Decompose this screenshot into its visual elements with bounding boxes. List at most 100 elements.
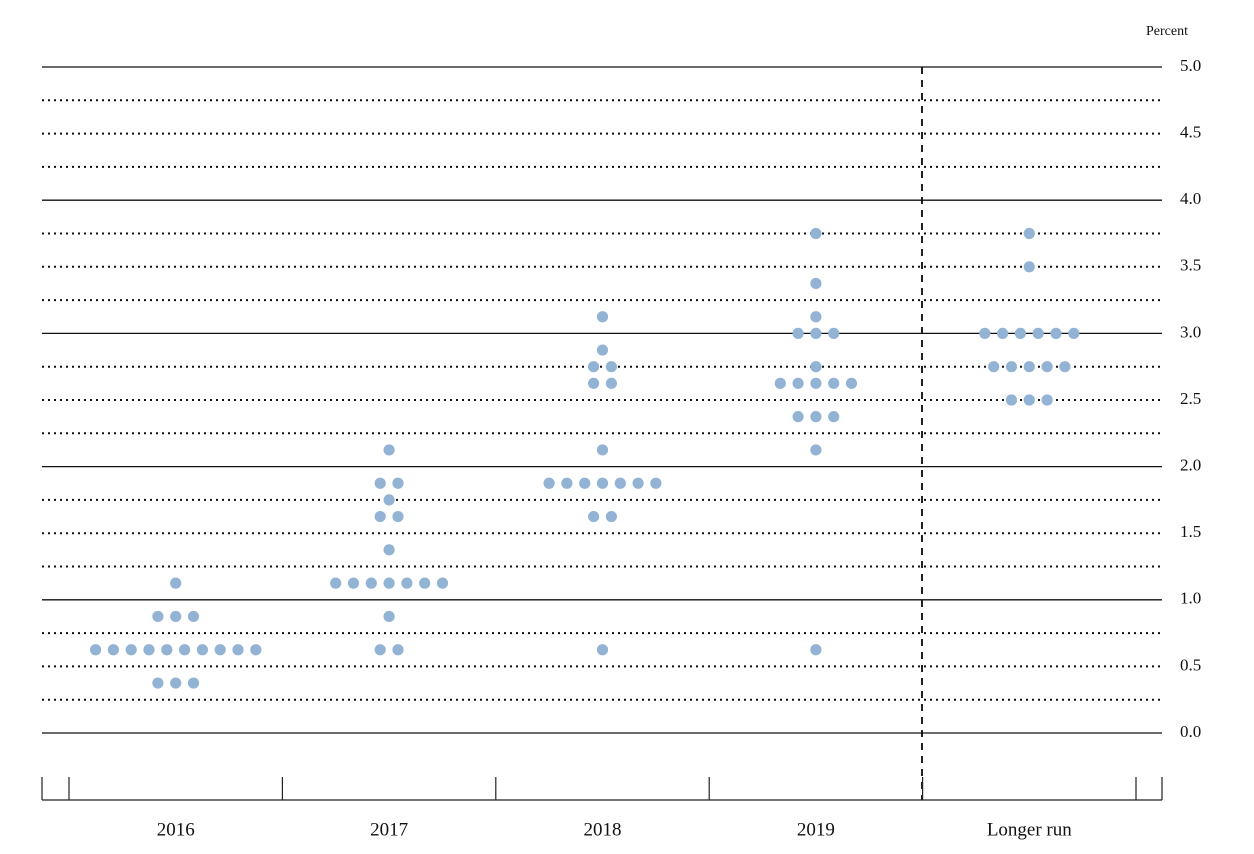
dot xyxy=(161,644,173,656)
dot xyxy=(365,577,377,589)
dot xyxy=(392,644,404,656)
dot xyxy=(792,411,804,423)
x-tick-label: 2016 xyxy=(157,819,195,840)
y-tick-label: 2.0 xyxy=(1180,456,1201,475)
dot xyxy=(828,411,840,423)
y-tick-label: 0.0 xyxy=(1180,722,1201,741)
dot xyxy=(125,644,137,656)
dot xyxy=(810,644,822,656)
dot xyxy=(810,444,822,456)
x-tick-label: Longer run xyxy=(987,819,1072,840)
dot xyxy=(543,477,555,489)
dot xyxy=(588,361,600,373)
dot xyxy=(596,477,609,489)
dot xyxy=(561,477,573,489)
y-axis-label: Percent xyxy=(1146,24,1188,39)
dot xyxy=(810,311,822,323)
dot xyxy=(383,544,395,556)
y-tick-label: 3.0 xyxy=(1180,322,1201,341)
dot xyxy=(1059,361,1071,373)
dot xyxy=(650,477,662,489)
dot xyxy=(250,644,262,656)
y-tick-label: 2.5 xyxy=(1180,389,1201,408)
dot xyxy=(1023,261,1035,273)
dot xyxy=(605,361,618,373)
dot xyxy=(845,377,858,389)
dot xyxy=(588,377,600,389)
dot xyxy=(383,577,395,589)
dot xyxy=(1041,394,1053,406)
y-tick-label: 3.5 xyxy=(1180,256,1201,275)
dot xyxy=(596,311,609,323)
dot xyxy=(401,577,413,589)
dot xyxy=(997,327,1009,339)
dot xyxy=(232,644,244,656)
dot xyxy=(383,494,395,506)
dot xyxy=(347,577,360,589)
dot xyxy=(196,644,208,656)
dot xyxy=(179,644,191,656)
dot xyxy=(792,377,804,389)
dot xyxy=(828,377,840,389)
dot xyxy=(810,277,822,290)
y-tick-label: 4.5 xyxy=(1180,123,1201,142)
dot xyxy=(1023,227,1035,240)
dot xyxy=(596,344,609,356)
dot xyxy=(187,610,200,623)
dot xyxy=(152,677,164,689)
dot xyxy=(1068,327,1080,339)
dot xyxy=(1005,361,1018,373)
dot xyxy=(605,510,618,523)
dot xyxy=(828,327,840,339)
dot xyxy=(810,227,822,240)
dot xyxy=(419,577,431,589)
dot xyxy=(374,644,386,656)
dot xyxy=(374,510,386,523)
dot xyxy=(596,444,609,456)
y-tick-label: 1.5 xyxy=(1180,522,1201,541)
dot xyxy=(1050,327,1062,339)
dot xyxy=(810,377,822,389)
dot xyxy=(187,677,200,689)
dot xyxy=(152,610,164,623)
dot xyxy=(596,644,609,656)
dot xyxy=(214,644,226,656)
dot xyxy=(392,477,404,489)
dot xyxy=(392,510,404,523)
dot xyxy=(614,477,626,489)
dot xyxy=(632,477,644,489)
dot xyxy=(579,477,591,489)
dot xyxy=(1005,394,1018,406)
dot xyxy=(988,361,1000,373)
x-tick-label: 2018 xyxy=(584,819,622,840)
dot xyxy=(383,610,395,623)
y-tick-label: 4.0 xyxy=(1180,189,1201,208)
dot xyxy=(330,577,342,589)
dot xyxy=(1041,361,1053,373)
dot xyxy=(1023,361,1035,373)
dot xyxy=(143,644,155,656)
dot xyxy=(1023,394,1035,406)
x-tick-label: 2019 xyxy=(797,819,835,840)
y-tick-label: 0.5 xyxy=(1180,655,1201,674)
dot xyxy=(810,327,822,339)
dot xyxy=(979,327,991,339)
dot xyxy=(374,477,386,489)
dot xyxy=(810,361,822,373)
dot xyxy=(605,377,618,389)
dot xyxy=(792,327,804,339)
dot xyxy=(774,377,786,389)
dot xyxy=(810,411,822,423)
x-tick-label: 2017 xyxy=(370,819,408,840)
dot xyxy=(1032,327,1044,339)
dot xyxy=(383,444,395,456)
x-axis xyxy=(41,777,1163,801)
dot xyxy=(436,577,449,589)
y-tick-label: 1.0 xyxy=(1180,589,1201,608)
dot xyxy=(588,510,600,523)
dot xyxy=(1014,327,1026,339)
dot xyxy=(170,577,182,589)
y-tick-label: 5.0 xyxy=(1180,56,1201,75)
dot xyxy=(90,644,102,656)
